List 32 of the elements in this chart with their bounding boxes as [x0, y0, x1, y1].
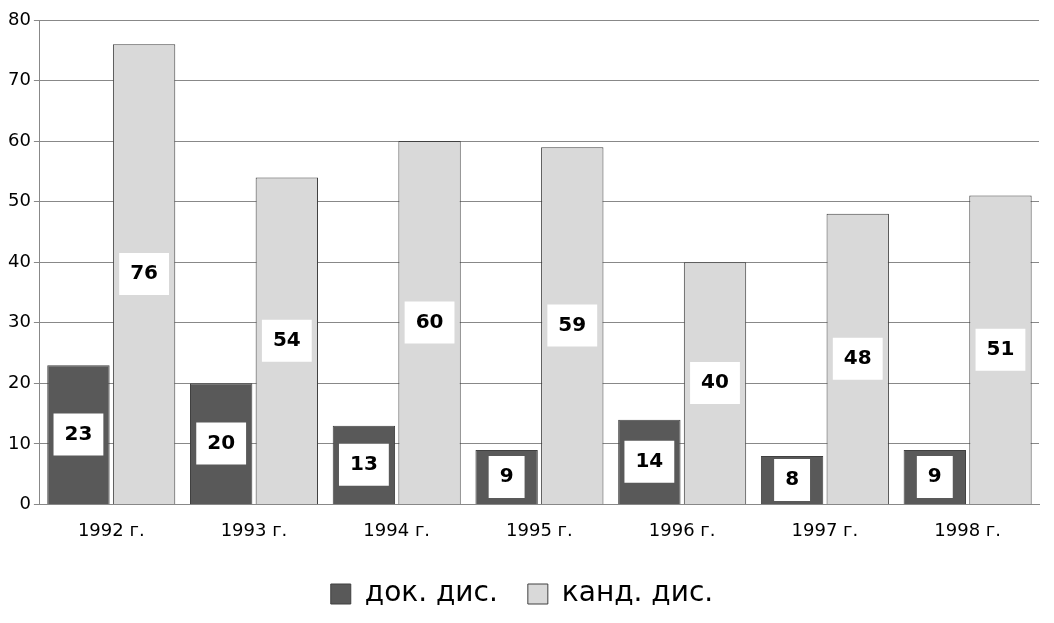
- x-tick-label: 1992 г.: [77, 518, 145, 540]
- data-label: 8: [785, 466, 800, 491]
- x-tick-label: 1994 г.: [363, 518, 431, 540]
- y-tick-label: 70: [8, 68, 31, 90]
- y-tick-label: 80: [8, 7, 31, 29]
- y-tick-label: 50: [8, 189, 31, 211]
- data-label: 20: [207, 429, 236, 454]
- legend-label: канд. дис.: [561, 575, 714, 609]
- x-tick-label: 1993 г.: [220, 518, 288, 540]
- data-label: 54: [272, 326, 301, 351]
- y-tick-label: 30: [8, 310, 31, 332]
- y-tick-label: 0: [19, 492, 31, 514]
- data-label: 48: [843, 345, 872, 370]
- data-label: 9: [927, 463, 942, 488]
- data-label: 51: [986, 335, 1015, 360]
- data-label: 13: [349, 451, 378, 475]
- x-tick-label: 1995 г.: [506, 518, 573, 540]
- y-tick-label: 10: [8, 431, 31, 453]
- data-label: 23: [64, 420, 93, 445]
- data-label: 60: [415, 308, 444, 333]
- data-label: 59: [558, 311, 587, 336]
- y-tick-label: 20: [8, 370, 31, 392]
- x-tick-label: 1996 г.: [648, 518, 716, 540]
- data-label: 9: [499, 463, 514, 488]
- y-tick-label: 60: [8, 128, 31, 150]
- data-label: 76: [130, 260, 159, 285]
- y-tick-label: 40: [8, 249, 31, 271]
- data-label: 14: [635, 447, 664, 472]
- x-tick-label: 1997 г.: [791, 518, 859, 540]
- data-label: 40: [701, 369, 729, 394]
- x-tick-label: 1998 г.: [934, 518, 1001, 540]
- legend-label: док. дис.: [364, 575, 498, 609]
